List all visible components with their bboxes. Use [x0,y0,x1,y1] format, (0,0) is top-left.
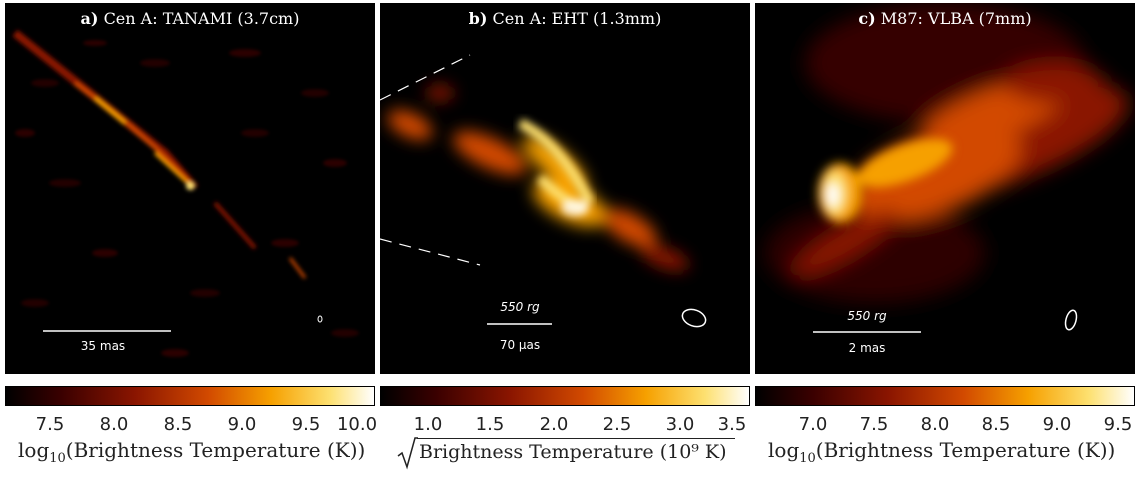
tick-label: 8.0 [920,414,950,435]
tick-label: 3.0 [665,414,695,435]
tick-label: 9.5 [291,414,321,435]
tick-label: 1.0 [413,414,443,435]
panel-cen-a-eht: b) Cen A: EHT (1.3mm) 550 rg 70 μas [380,3,750,374]
panel-title: c) M87: VLBA (7mm) [858,9,1032,28]
vlba-image [765,3,1128,333]
colorbar-b [380,386,750,406]
panel-cen-a-tanami: a) Cen A: TANAMI (3.7cm) 35 mas [5,3,375,374]
scale-label-bottom: 2 mas [848,341,886,355]
tick-label: 8.5 [981,414,1011,435]
tick-label: 3.5 [717,414,747,435]
tick-label: 2.0 [539,414,569,435]
colorbar-c-label: log10(Brightness Temperature (K)) [768,438,1116,466]
tick-label: 9.0 [227,414,257,435]
tick-label: 9.0 [1042,414,1072,435]
tick-label: 7.5 [35,414,65,435]
tick-label: 8.5 [163,414,193,435]
colorbar-c-ticks: 7.0 7.5 8.0 8.5 9.0 9.5 [755,414,1135,435]
beam-ellipse [681,308,707,328]
beam-ellipse [317,315,323,323]
scale-label-bottom: 35 mas [80,339,126,353]
colorbar-b-label: Brightness Temperature (10⁹ K) [419,441,727,463]
colorbar-a [5,386,375,406]
tick-label: 9.5 [1103,414,1133,435]
sqrt-overline [417,438,735,439]
scale-label-top: 550 rg [500,300,540,314]
tick-label: 8.0 [99,414,129,435]
scale-label-top: 550 rg [847,309,887,323]
tick-label: 7.5 [859,414,889,435]
eht-image [380,54,707,328]
scale-label-bottom: 70 μas [499,338,541,352]
tick-label: 10.0 [336,414,378,435]
beam-ellipse [1064,309,1078,331]
panel-m87-vlba: c) M87: VLBA (7mm) 550 rg 2 mas [755,3,1135,374]
colorbar-b-ticks: 1.0 1.5 2.0 2.5 3.0 3.5 [380,414,750,435]
tick-label: 7.0 [798,414,828,435]
colorbar-c [755,386,1135,406]
panel-title: b) Cen A: EHT (1.3mm) [468,9,662,28]
colorbar-a-label: log10(Brightness Temperature (K)) [18,438,366,466]
tick-label: 1.5 [475,414,505,435]
panel-title: a) Cen A: TANAMI (3.7cm) [80,9,300,28]
colorbar-a-ticks: 7.5 8.0 8.5 9.0 9.5 10.0 [5,414,378,435]
tanami-image [12,29,359,357]
tick-label: 2.5 [602,414,632,435]
sqrt-symbol [397,437,418,470]
